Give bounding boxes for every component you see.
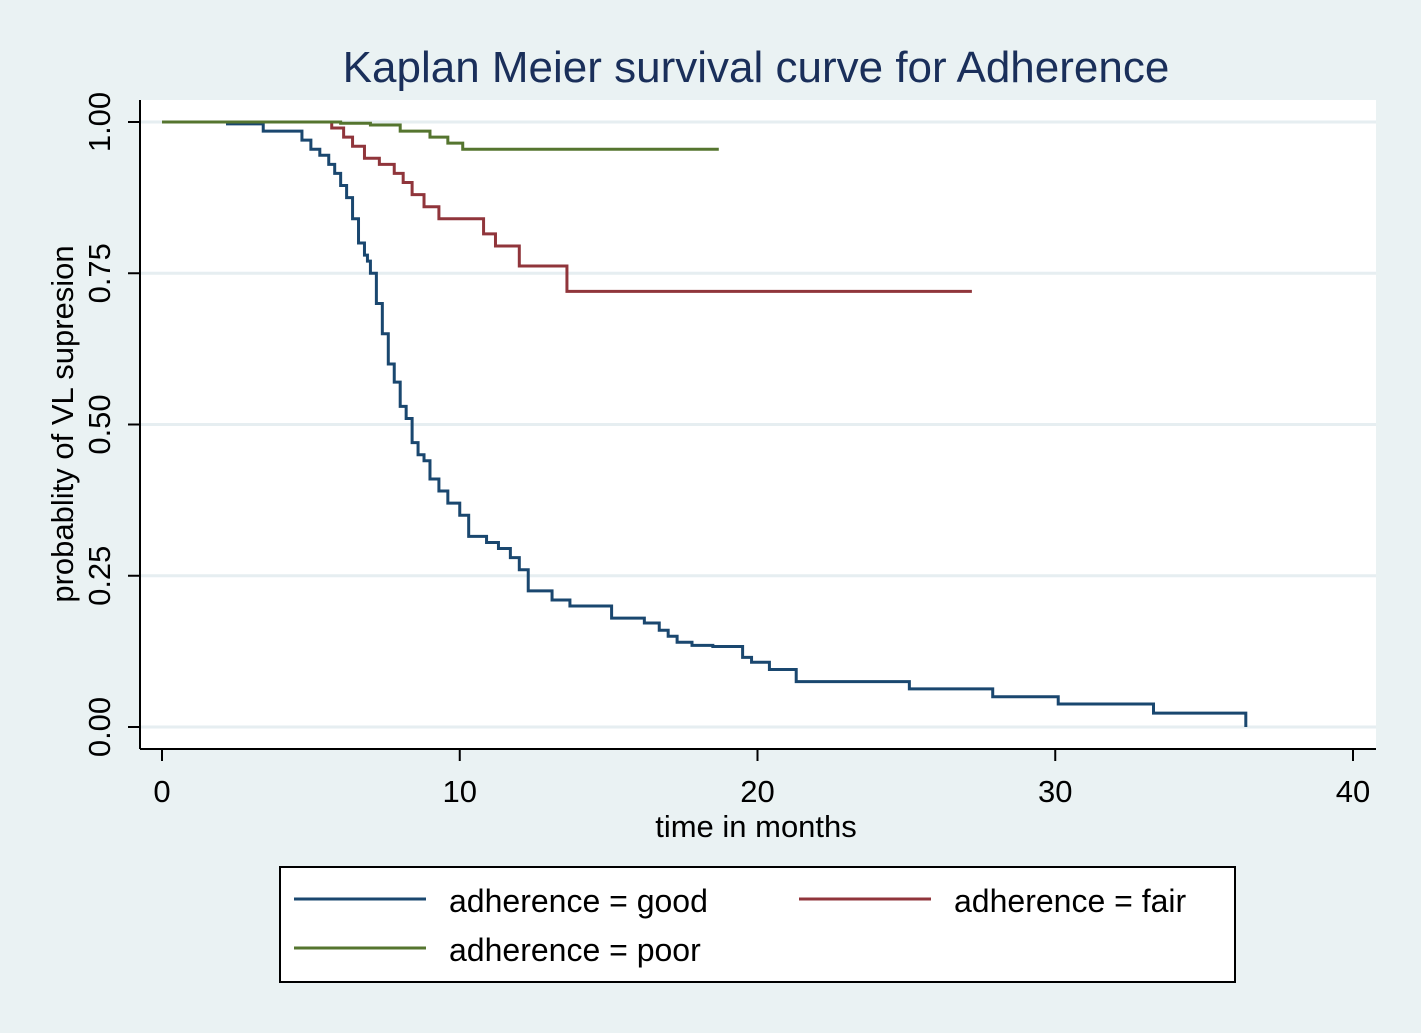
y-tick-label-3: 0.75 — [82, 243, 117, 303]
x-tick-label-3: 30 — [1038, 774, 1072, 809]
legend-box — [279, 866, 1236, 983]
chart-title: Kaplan Meier survival curve for Adherenc… — [343, 43, 1170, 92]
y-tick-label-1: 0.25 — [82, 546, 117, 606]
x-axis-label: time in months — [655, 809, 857, 844]
y-tick-label-4: 1.00 — [82, 92, 117, 152]
x-axis-ticks: 0 10 20 30 40 — [153, 749, 1370, 809]
y-axis-label: probablity of VL supresion — [45, 245, 80, 602]
y-axis-ticks: 0.00 0.25 0.50 0.75 1.00 — [82, 92, 140, 757]
legend-label-1: adherence = good — [449, 883, 708, 919]
x-tick-label-0: 0 — [153, 774, 170, 809]
legend-label-2: adherence = fair — [954, 883, 1187, 919]
y-tick-label-2: 0.50 — [82, 394, 117, 454]
survival-curves — [162, 120, 1248, 727]
x-tick-label-4: 40 — [1336, 774, 1370, 809]
legend: adherence = good adherence = fair adherenc… — [279, 866, 1236, 983]
legend-label-3: adherence = poor — [449, 932, 701, 968]
x-tick-label-2: 20 — [740, 774, 774, 809]
survival-curve-2 — [162, 120, 972, 293]
x-tick-label-1: 10 — [443, 774, 477, 809]
y-tick-label-0: 0.00 — [82, 697, 117, 757]
survival-curve-1 — [162, 120, 1248, 727]
survival-curve-3 — [162, 120, 719, 151]
